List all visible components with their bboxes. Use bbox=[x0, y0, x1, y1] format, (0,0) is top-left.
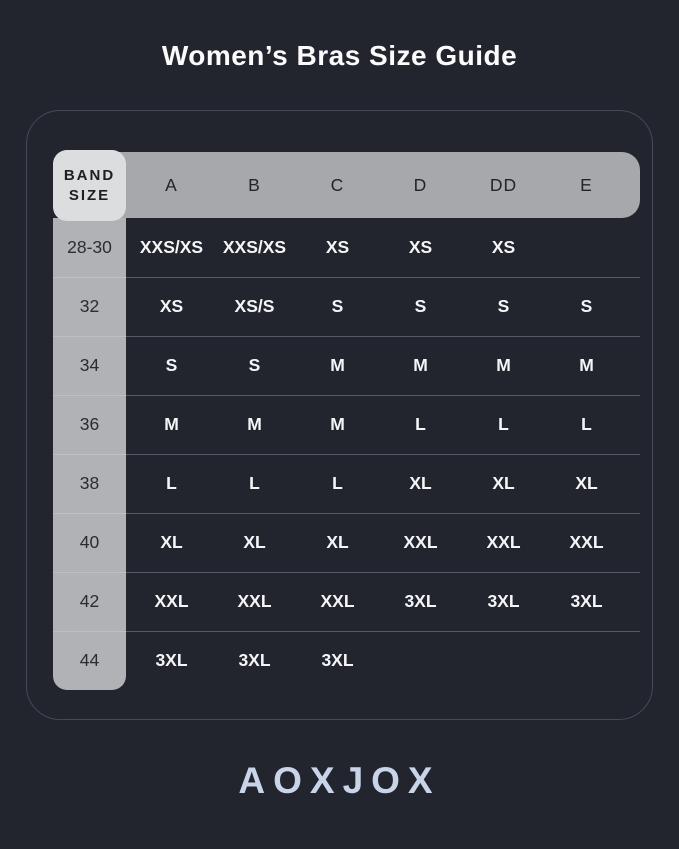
size-value-cell: S bbox=[248, 355, 261, 375]
row-values: XL XL XL XXL XXL XXL bbox=[126, 513, 640, 572]
table-row: 40 XL XL XL XXL XXL XXL bbox=[53, 513, 640, 572]
table-row: 28-30 XXS/XS XXS/XS XS XS XS bbox=[53, 218, 640, 277]
size-value-cell: XL bbox=[160, 532, 183, 552]
row-values: 3XL 3XL 3XL bbox=[126, 631, 640, 690]
row-values: XXL XXL XXL 3XL 3XL 3XL bbox=[126, 572, 640, 631]
size-value-cell: L bbox=[498, 414, 509, 434]
size-value-cell: XXL bbox=[569, 532, 604, 552]
size-value-cell bbox=[545, 218, 628, 277]
band-size-cell: 38 bbox=[53, 454, 126, 513]
corner-band-size-label: BAND SIZE bbox=[53, 150, 126, 221]
corner-label-line2: SIZE bbox=[68, 186, 111, 204]
table-row: 38 L L L XL XL XL bbox=[53, 454, 640, 513]
size-value-cell: XXS/XS bbox=[222, 237, 287, 257]
cup-size-columns: A B C D DD E bbox=[126, 152, 640, 218]
size-value-cell: S bbox=[331, 296, 344, 316]
size-value-cell: XS bbox=[159, 296, 184, 316]
size-value-cell: XL bbox=[326, 532, 349, 552]
size-value-cell: XXS/XS bbox=[139, 237, 204, 257]
row-values: XXS/XS XXS/XS XS XS XS bbox=[126, 218, 640, 277]
size-table: BAND SIZE A B C D DD E 28-30 XXS/XS XXS/XS XS XS X… bbox=[53, 150, 640, 690]
table-header-row: BAND SIZE A B C D DD E bbox=[53, 150, 640, 221]
size-value-cell: 3XL bbox=[321, 650, 354, 670]
row-values: L L L XL XL XL bbox=[126, 454, 640, 513]
size-value-cell: M bbox=[413, 355, 428, 375]
page-title: Women’s Bras Size Guide bbox=[161, 40, 518, 71]
table-row: 42 XXL XXL XXL 3XL 3XL 3XL bbox=[53, 572, 640, 631]
size-value-cell: XS bbox=[408, 237, 433, 257]
corner-label-line1: BAND bbox=[63, 167, 116, 184]
size-value-cell: S bbox=[580, 296, 593, 316]
size-value-cell bbox=[545, 631, 628, 690]
size-value-cell: 3XL bbox=[404, 591, 437, 611]
size-value-cell: 3XL bbox=[487, 591, 520, 611]
size-value-cell: M bbox=[496, 355, 511, 375]
table-row: 44 3XL 3XL 3XL bbox=[53, 631, 640, 690]
size-value-cell: XXL bbox=[237, 591, 272, 611]
size-value-cell: XL bbox=[243, 532, 266, 552]
size-value-cell bbox=[379, 631, 462, 690]
size-value-cell: XS bbox=[325, 237, 350, 257]
cup-size-header: A bbox=[165, 174, 178, 195]
size-value-cell: 3XL bbox=[155, 650, 188, 670]
size-value-cell: L bbox=[415, 414, 426, 434]
size-value-cell: M bbox=[164, 414, 179, 434]
brand-logo: AOXJOX bbox=[238, 760, 441, 801]
size-value-cell: XL bbox=[409, 473, 432, 493]
size-value-cell: L bbox=[249, 473, 260, 493]
size-value-cell: XL bbox=[575, 473, 598, 493]
table-row: 34 S S M M M M bbox=[53, 336, 640, 395]
size-value-cell: M bbox=[247, 414, 262, 434]
band-size-cell: 40 bbox=[53, 513, 126, 572]
band-size-cell: 44 bbox=[53, 631, 126, 690]
size-value-cell: S bbox=[497, 296, 510, 316]
band-size-cell: 32 bbox=[53, 277, 126, 336]
size-value-cell: XXL bbox=[320, 591, 355, 611]
table-outer-frame bbox=[26, 110, 653, 720]
size-value-cell: XXL bbox=[486, 532, 521, 552]
table-row: 32 XS XS/S S S S S bbox=[53, 277, 640, 336]
band-size-cell: 28-30 bbox=[53, 218, 126, 277]
size-value-cell: 3XL bbox=[570, 591, 603, 611]
size-value-cell: XS/S bbox=[234, 296, 275, 316]
size-value-cell: S bbox=[165, 355, 178, 375]
size-value-cell: L bbox=[581, 414, 592, 434]
table-row: 36 M M M L L L bbox=[53, 395, 640, 454]
size-value-cell: L bbox=[166, 473, 177, 493]
band-size-cell: 34 bbox=[53, 336, 126, 395]
cup-size-header: B bbox=[248, 174, 261, 195]
size-value-cell: L bbox=[332, 473, 343, 493]
row-values: XS XS/S S S S S bbox=[126, 277, 640, 336]
header-band-background bbox=[53, 152, 640, 218]
cup-size-header: E bbox=[580, 174, 593, 195]
size-value-cell: M bbox=[330, 414, 345, 434]
size-value-cell: XXL bbox=[403, 532, 438, 552]
table-rows: 28-30 XXS/XS XXS/XS XS XS XS 32 XS XS/S S S S S 34 S S M… bbox=[53, 218, 640, 690]
cup-size-header: DD bbox=[489, 174, 518, 195]
size-value-cell: S bbox=[414, 296, 427, 316]
size-value-cell: M bbox=[579, 355, 594, 375]
size-value-cell: XL bbox=[492, 473, 515, 493]
size-value-cell: M bbox=[330, 355, 345, 375]
size-value-cell bbox=[462, 631, 545, 690]
size-value-cell: XS bbox=[491, 237, 516, 257]
band-size-cell: 42 bbox=[53, 572, 126, 631]
cup-size-header: C bbox=[330, 174, 345, 195]
size-value-cell: 3XL bbox=[238, 650, 271, 670]
band-size-cell: 36 bbox=[53, 395, 126, 454]
cup-size-header: D bbox=[413, 174, 428, 195]
size-value-cell: XXL bbox=[154, 591, 189, 611]
